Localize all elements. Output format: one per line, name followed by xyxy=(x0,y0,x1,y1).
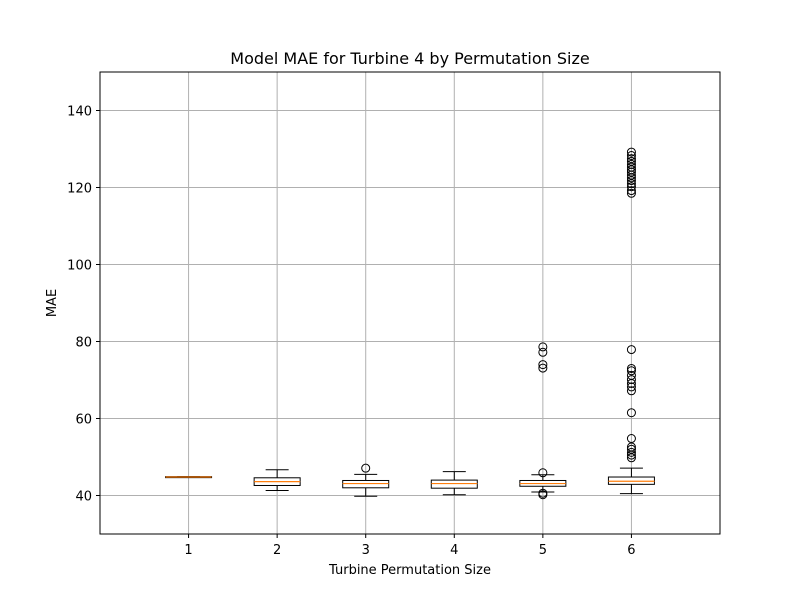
outlier-point xyxy=(538,468,548,478)
x-tick-label: 4 xyxy=(450,543,458,558)
boxes xyxy=(165,147,655,500)
chart-title: Model MAE for Turbine 4 by Permutation S… xyxy=(230,49,589,68)
outlier-point xyxy=(626,147,636,157)
x-tick-label: 5 xyxy=(539,543,547,558)
y-tick-label: 120 xyxy=(67,182,92,197)
grid-lines xyxy=(100,72,720,534)
outlier-point xyxy=(538,342,548,352)
outlier-point xyxy=(626,182,636,192)
outlier-point xyxy=(626,375,636,385)
box-4 xyxy=(430,471,478,496)
outlier-point xyxy=(626,382,636,392)
outlier-point xyxy=(626,154,636,164)
box-6 xyxy=(607,147,655,495)
box-1 xyxy=(165,476,213,479)
outlier-point xyxy=(626,444,636,454)
plot-frame xyxy=(99,71,721,535)
y-tick-label: 60 xyxy=(75,413,92,428)
y-axis-label: MAE xyxy=(45,289,60,317)
x-tick-label: 1 xyxy=(184,543,192,558)
outlier-point xyxy=(538,360,548,370)
outlier-point xyxy=(538,488,548,498)
outlier-point xyxy=(538,347,548,357)
outlier-point xyxy=(626,345,636,355)
outlier-point xyxy=(626,447,636,457)
box-5 xyxy=(519,342,567,500)
outlier-point xyxy=(626,159,636,169)
outlier-point xyxy=(626,370,636,380)
outlier-point xyxy=(626,186,636,196)
x-tick-label: 2 xyxy=(273,543,281,558)
y-tick-label: 40 xyxy=(75,490,92,505)
outlier-point xyxy=(361,463,371,473)
outlier-point xyxy=(626,151,636,161)
y-tick-label: 100 xyxy=(67,259,92,274)
outlier-point xyxy=(626,156,636,166)
outlier-point xyxy=(626,188,636,198)
outlier-point xyxy=(626,366,636,376)
axis-ticks: 40 60 80 100 120 140 1 2 3 4 5 6 xyxy=(67,105,635,559)
x-axis-label: Turbine Permutation Size xyxy=(328,563,491,578)
outlier-point xyxy=(626,408,636,418)
x-tick-label: 3 xyxy=(362,543,370,558)
outlier-point xyxy=(538,363,548,373)
x-tick-label: 6 xyxy=(627,543,635,558)
outlier-point xyxy=(626,386,636,396)
box-2 xyxy=(253,469,301,491)
box-3 xyxy=(342,463,390,497)
outlier-point xyxy=(626,363,636,373)
outlier-point xyxy=(626,434,636,444)
y-tick-label: 80 xyxy=(75,336,92,351)
y-tick-label: 140 xyxy=(67,105,92,120)
